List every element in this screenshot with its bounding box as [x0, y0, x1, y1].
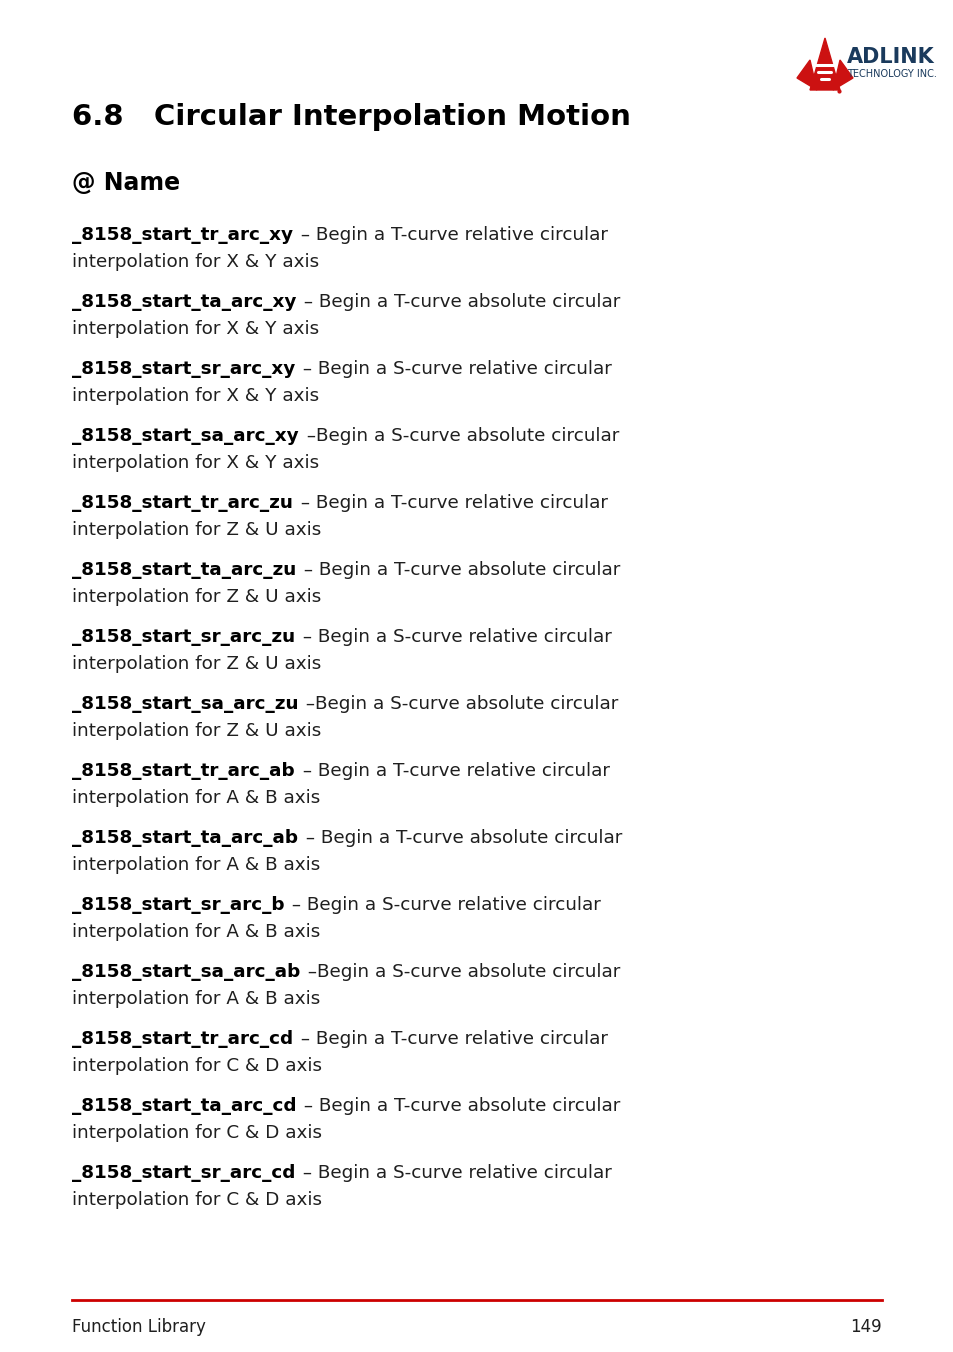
Text: _8158_start_sr_arc_zu: _8158_start_sr_arc_zu — [71, 627, 294, 646]
Text: – Begin a T-curve absolute circular: – Begin a T-curve absolute circular — [299, 829, 621, 846]
Text: – Begin a T-curve relative circular: – Begin a T-curve relative circular — [294, 1030, 607, 1048]
Text: interpolation for Z & U axis: interpolation for Z & U axis — [71, 521, 321, 539]
Text: –Begin a S-curve absolute circular: –Begin a S-curve absolute circular — [300, 695, 618, 713]
Text: interpolation for X & Y axis: interpolation for X & Y axis — [71, 320, 319, 338]
Polygon shape — [809, 38, 840, 91]
Text: _8158_start_sr_arc_xy: _8158_start_sr_arc_xy — [71, 360, 294, 379]
Text: Function Library: Function Library — [71, 1318, 206, 1336]
Text: _8158_start_ta_arc_cd: _8158_start_ta_arc_cd — [71, 1096, 296, 1115]
Text: _8158_start_tr_arc_cd: _8158_start_tr_arc_cd — [71, 1030, 293, 1048]
Polygon shape — [832, 59, 852, 91]
Text: – Begin a S-curve relative circular: – Begin a S-curve relative circular — [297, 1164, 612, 1182]
Polygon shape — [796, 59, 816, 91]
Text: interpolation for X & Y axis: interpolation for X & Y axis — [71, 253, 319, 270]
Text: TECHNOLOGY INC.: TECHNOLOGY INC. — [846, 69, 936, 78]
Text: interpolation for A & B axis: interpolation for A & B axis — [71, 790, 320, 807]
Text: interpolation for C & D axis: interpolation for C & D axis — [71, 1124, 322, 1142]
Text: – Begin a S-curve relative circular: – Begin a S-curve relative circular — [297, 360, 612, 379]
Text: _8158_start_ta_arc_xy: _8158_start_ta_arc_xy — [71, 293, 296, 311]
Text: – Begin a S-curve relative circular: – Begin a S-curve relative circular — [296, 627, 612, 646]
Text: _8158_start_tr_arc_xy: _8158_start_tr_arc_xy — [71, 226, 293, 243]
Text: _8158_start_sr_arc_cd: _8158_start_sr_arc_cd — [71, 1164, 295, 1182]
Text: – Begin a T-curve relative circular: – Begin a T-curve relative circular — [296, 763, 609, 780]
Text: –Begin a S-curve absolute circular: –Begin a S-curve absolute circular — [300, 427, 618, 445]
Text: interpolation for A & B axis: interpolation for A & B axis — [71, 923, 320, 941]
Text: –Begin a S-curve absolute circular: –Begin a S-curve absolute circular — [302, 963, 620, 982]
Text: – Begin a S-curve relative circular: – Begin a S-curve relative circular — [286, 896, 600, 914]
Text: interpolation for A & B axis: interpolation for A & B axis — [71, 856, 320, 873]
Text: – Begin a T-curve relative circular: – Begin a T-curve relative circular — [294, 493, 607, 512]
Text: _8158_start_ta_arc_zu: _8158_start_ta_arc_zu — [71, 561, 296, 579]
Text: interpolation for C & D axis: interpolation for C & D axis — [71, 1191, 322, 1209]
Text: @ Name: @ Name — [71, 170, 180, 195]
Text: interpolation for A & B axis: interpolation for A & B axis — [71, 990, 320, 1009]
Text: interpolation for C & D axis: interpolation for C & D axis — [71, 1057, 322, 1075]
Text: – Begin a T-curve relative circular: – Begin a T-curve relative circular — [294, 226, 607, 243]
Text: interpolation for Z & U axis: interpolation for Z & U axis — [71, 588, 321, 606]
Text: _8158_start_sr_arc_b: _8158_start_sr_arc_b — [71, 896, 284, 914]
Text: _8158_start_sa_arc_xy: _8158_start_sa_arc_xy — [71, 427, 298, 445]
Text: _8158_start_tr_arc_zu: _8158_start_tr_arc_zu — [71, 493, 293, 512]
Text: 149: 149 — [849, 1318, 882, 1336]
Text: interpolation for X & Y axis: interpolation for X & Y axis — [71, 387, 319, 406]
Text: _8158_start_tr_arc_ab: _8158_start_tr_arc_ab — [71, 763, 294, 780]
Text: ADLINK: ADLINK — [846, 47, 934, 68]
Text: interpolation for X & Y axis: interpolation for X & Y axis — [71, 454, 319, 472]
Text: interpolation for Z & U axis: interpolation for Z & U axis — [71, 654, 321, 673]
Text: – Begin a T-curve absolute circular: – Begin a T-curve absolute circular — [298, 1096, 620, 1115]
Text: _8158_start_sa_arc_zu: _8158_start_sa_arc_zu — [71, 695, 298, 713]
Text: – Begin a T-curve absolute circular: – Begin a T-curve absolute circular — [298, 293, 620, 311]
Text: – Begin a T-curve absolute circular: – Begin a T-curve absolute circular — [298, 561, 620, 579]
Text: 6.8   Circular Interpolation Motion: 6.8 Circular Interpolation Motion — [71, 103, 630, 131]
Text: interpolation for Z & U axis: interpolation for Z & U axis — [71, 722, 321, 740]
Text: _8158_start_sa_arc_ab: _8158_start_sa_arc_ab — [71, 963, 300, 982]
Text: _8158_start_ta_arc_ab: _8158_start_ta_arc_ab — [71, 829, 297, 846]
